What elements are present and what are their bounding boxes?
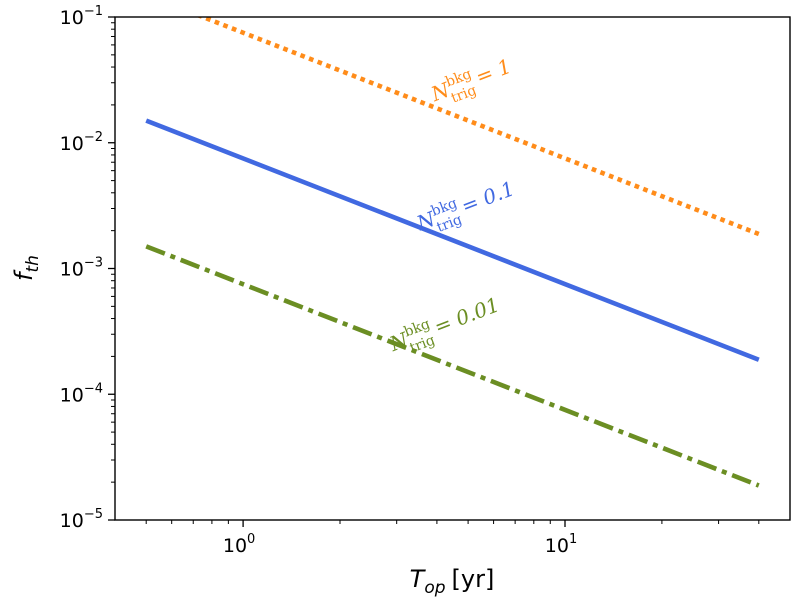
series-line-2	[145, 244, 760, 488]
y-tick-label-2: 10−3	[60, 256, 103, 281]
axis-ticks: 100 101 10−1 10−2 10−3 10−4 10−5	[60, 4, 760, 557]
x-axis-label-unit: [yr]	[452, 565, 495, 593]
y-tick-label-1: 10−2	[60, 130, 103, 155]
y-tick-label-4: 10−5	[60, 507, 103, 532]
x-axis-label-main: T	[410, 565, 427, 593]
x-axis-label-sub: op	[424, 578, 445, 598]
x-tick-label-1: 101	[545, 532, 577, 557]
y-tick-label-3: 10−4	[60, 381, 103, 406]
y-axis-label-sub: th	[23, 255, 43, 272]
plot-frame	[114, 16, 791, 521]
plot-area	[115, 17, 790, 520]
series-line-1	[145, 118, 760, 362]
y-axis-label: fth	[10, 255, 43, 281]
series-lines	[145, 17, 760, 488]
y-tick-label-0: 10−1	[60, 4, 103, 29]
x-tick-label-0: 100	[223, 532, 255, 557]
x-axis-label: Top [yr]	[410, 565, 495, 598]
